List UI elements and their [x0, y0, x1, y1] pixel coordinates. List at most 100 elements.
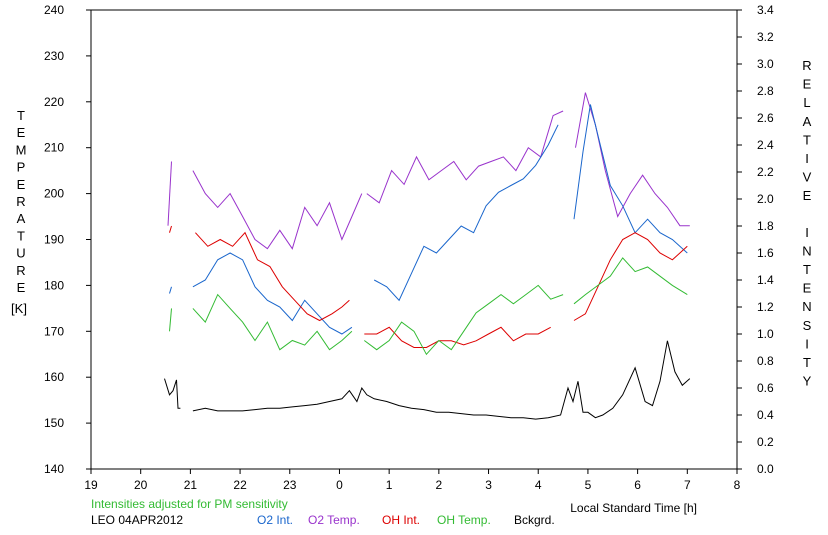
- right-tick-label: 0.2: [757, 435, 774, 449]
- legend-entry: O2 Temp.: [308, 513, 360, 527]
- left-tick-label: 210: [44, 141, 64, 155]
- left-tick-label: 240: [44, 3, 64, 17]
- right-tick-label: 0.8: [757, 354, 774, 368]
- left-tick-label: 140: [44, 462, 64, 476]
- series-line-oh-int: [195, 231, 350, 322]
- left-axis-letter: R: [16, 194, 25, 209]
- right-axis-letter: E: [803, 281, 812, 296]
- x-tick-label: 23: [283, 478, 297, 492]
- series-line-oh-temp: [364, 284, 564, 356]
- right-axis-letter: Y: [803, 374, 812, 389]
- right-axis-letter: L: [803, 95, 810, 110]
- right-axis-letter: T: [803, 262, 811, 277]
- right-tick-label: 0.6: [757, 381, 774, 395]
- right-axis-letter: N: [802, 243, 811, 258]
- left-tick-label: 200: [44, 187, 64, 201]
- right-axis-letter: E: [803, 77, 812, 92]
- right-tick-label: 2.4: [757, 138, 774, 152]
- right-axis-ticks: 0.0 0.2 0.4 0.6 0.8 1.0 1.2 1.4 1.6 1.8 2.0 2.2 2.4 2…: [737, 3, 774, 476]
- right-axis-letter: I: [805, 151, 809, 166]
- legend-entry: Bckgrd.: [514, 513, 555, 527]
- x-tick-label: 3: [485, 478, 492, 492]
- right-axis-letter: E: [803, 188, 812, 203]
- right-axis-letter: S: [803, 318, 812, 333]
- right-axis-letter: I: [805, 336, 809, 351]
- x-tick-label: 0: [336, 478, 343, 492]
- right-tick-label: 1.4: [757, 273, 774, 287]
- right-tick-label: 2.0: [757, 192, 774, 206]
- left-axis-letter: A: [17, 211, 26, 226]
- right-tick-label: 3.4: [757, 3, 774, 17]
- right-axis-letter: T: [803, 132, 811, 147]
- right-tick-label: 3.2: [757, 30, 774, 44]
- left-tick-label: 160: [44, 370, 64, 384]
- series-line-o2-temp: [575, 92, 690, 227]
- right-tick-label: 2.8: [757, 84, 774, 98]
- plot-frame: [90, 9, 738, 470]
- x-tick-label: 1: [386, 478, 393, 492]
- x-tick-label: 5: [585, 478, 592, 492]
- left-axis-letter: U: [16, 246, 25, 261]
- right-axis-letter: A: [803, 114, 812, 129]
- left-tick-label: 190: [44, 233, 64, 247]
- series-line-bckgrd: [164, 378, 181, 409]
- legend-entry: OH Int.: [382, 513, 420, 527]
- right-tick-label: 1.0: [757, 327, 774, 341]
- left-axis-unit: [K]: [11, 301, 27, 316]
- left-axis-letter: P: [17, 160, 26, 175]
- left-axis-letter: E: [17, 280, 26, 295]
- series-line-oh-int: [364, 326, 551, 348]
- x-tick-label: 20: [134, 478, 148, 492]
- x-axis-label: Local Standard Time [h]: [570, 501, 697, 515]
- left-axis-letter: T: [17, 108, 25, 123]
- left-axis-letter: E: [17, 125, 26, 140]
- x-tick-label: 2: [436, 478, 443, 492]
- left-tick-label: 180: [44, 278, 64, 292]
- x-tick-label: 22: [233, 478, 247, 492]
- x-tick-label: 21: [184, 478, 198, 492]
- left-tick-label: 150: [44, 416, 64, 430]
- legend-entry: OH Temp.: [437, 513, 491, 527]
- left-axis-letter: M: [16, 142, 27, 157]
- x-tick-label: 4: [535, 478, 542, 492]
- series-line-o2-int: [573, 104, 688, 254]
- series-group: [164, 92, 691, 420]
- left-axis-letter: T: [17, 228, 25, 243]
- x-tick-label: 6: [634, 478, 641, 492]
- right-tick-label: 2.2: [757, 165, 774, 179]
- series-line-o2-int: [373, 124, 559, 302]
- right-axis-letter: T: [803, 355, 811, 370]
- left-axis-letter: E: [17, 177, 26, 192]
- right-tick-label: 1.2: [757, 300, 774, 314]
- x-tick-label: 7: [684, 478, 691, 492]
- sensitivity-note: Intensities adjusted for PM sensitivity: [91, 497, 288, 511]
- series-line-o2-temp: [366, 110, 564, 204]
- series-line-o2-int: [169, 286, 172, 294]
- right-tick-label: 1.6: [757, 246, 774, 260]
- right-tick-label: 3.0: [757, 57, 774, 71]
- right-tick-label: 1.8: [757, 219, 774, 233]
- left-axis-letter: R: [16, 263, 25, 278]
- series-line-oh-int: [169, 225, 172, 233]
- series-line-o2-temp: [192, 170, 363, 250]
- x-tick-label: 8: [734, 478, 741, 492]
- legend: O2 Int. O2 Temp. OH Int. OH Temp. Bckgrd.: [257, 513, 555, 527]
- station-date: LEO 04APR2012: [91, 513, 183, 527]
- right-tick-label: 0.0: [757, 462, 774, 476]
- series-line-o2-temp: [167, 161, 172, 226]
- right-axis-letter: R: [802, 58, 811, 73]
- x-tick-label: 19: [84, 478, 98, 492]
- series-line-oh-temp: [169, 308, 172, 332]
- series-line-oh-int: [573, 232, 688, 321]
- series-line-oh-temp: [192, 293, 353, 351]
- left-axis-ticks: 140 150 160 170 180 190 200 210 220 230 240: [44, 3, 91, 476]
- series-line-oh-temp: [573, 257, 688, 305]
- left-tick-label: 170: [44, 324, 64, 338]
- right-tick-label: 0.4: [757, 408, 774, 422]
- legend-entry: O2 Int.: [257, 513, 293, 527]
- left-tick-label: 230: [44, 49, 64, 63]
- series-line-o2-int: [192, 252, 353, 335]
